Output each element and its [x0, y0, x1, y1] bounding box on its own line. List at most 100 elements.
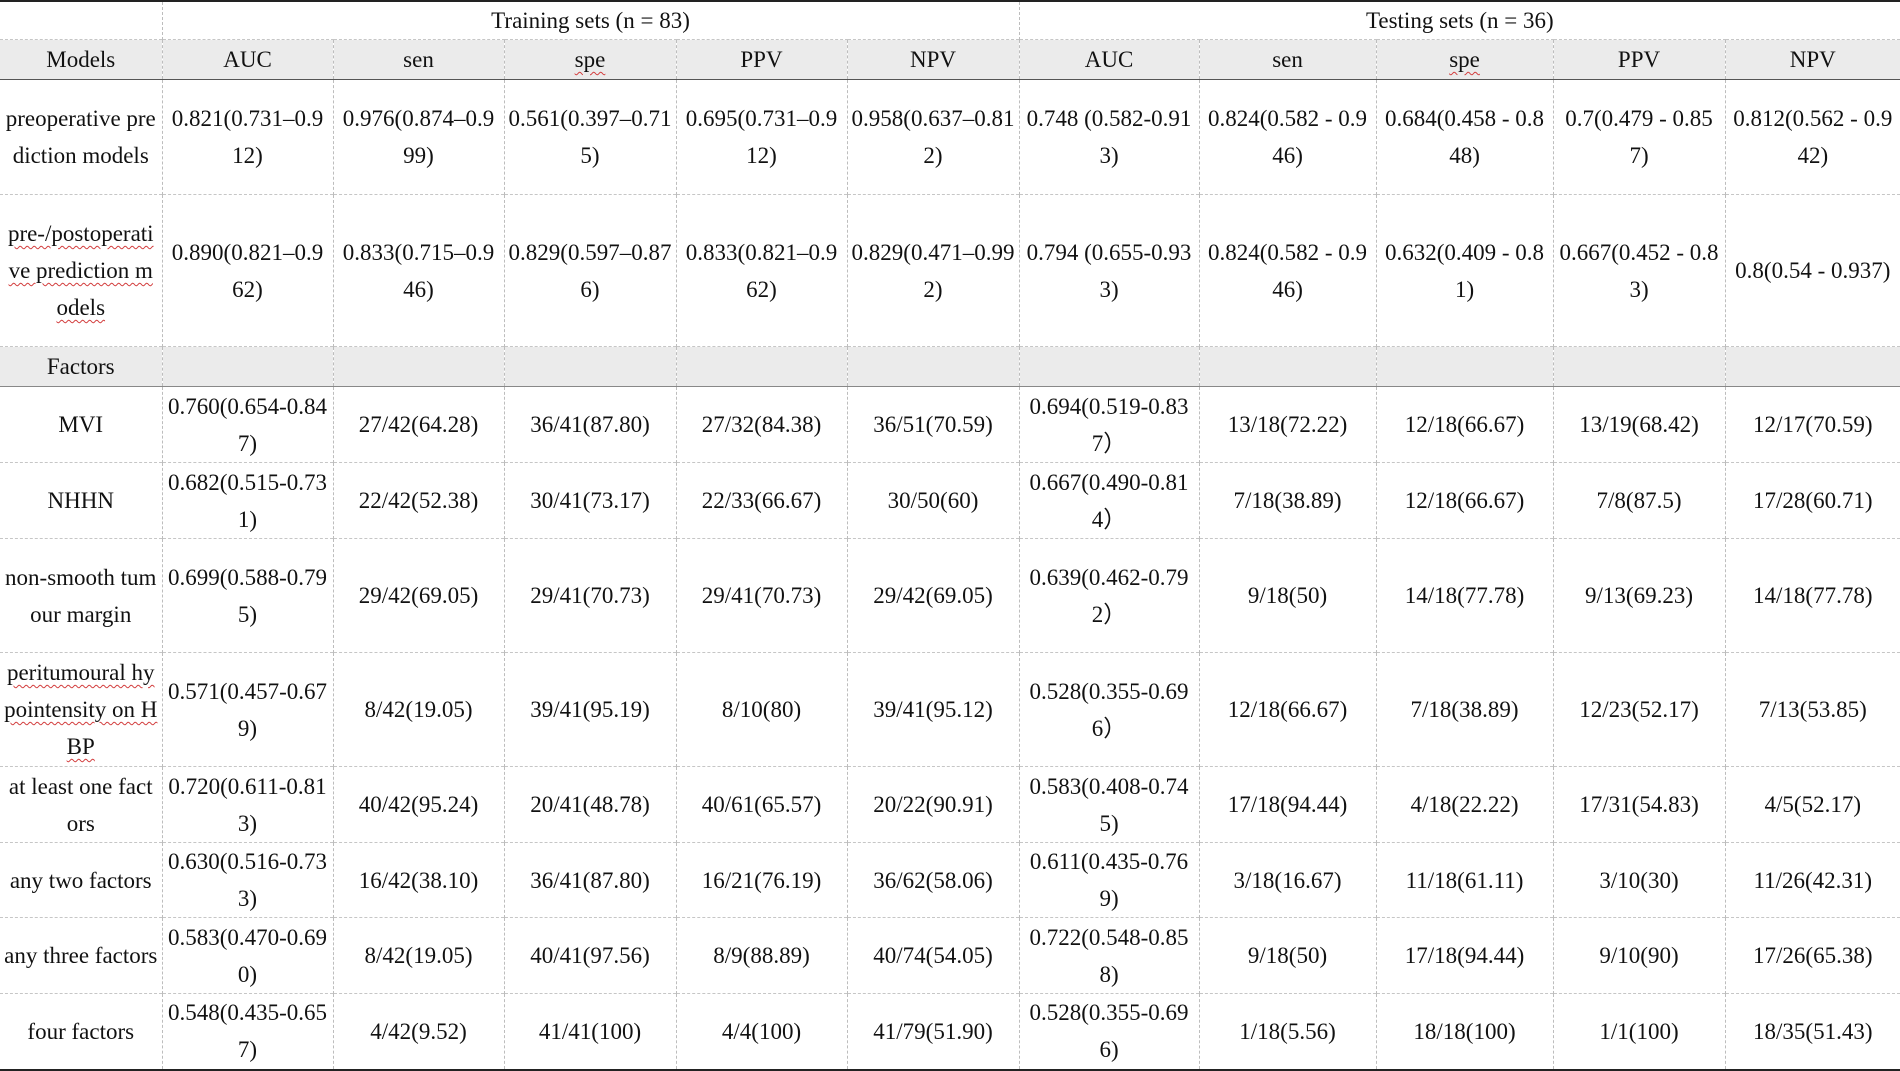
table-cell: 8/42(19.05): [332, 917, 504, 994]
testing-group-header: Testing sets (n = 36): [1018, 0, 1900, 40]
column-header-train-spe: spe: [503, 39, 676, 80]
row-label: pre-/postoperative prediction models: [0, 194, 162, 347]
table-row: NHHN 0.682(0.515-0.731) 22/42(52.38) 30/…: [0, 462, 1900, 539]
table-cell: 16/21(76.19): [675, 842, 847, 918]
row-label-text: peritumoural hypointensity on HBP: [4, 660, 158, 759]
table-cell: 39/41(95.12): [846, 652, 1020, 767]
table-cell: 0.682(0.515-0.731): [161, 462, 333, 539]
table-cell: 17/28(60.71): [1724, 462, 1900, 539]
row-label: non-smooth tumour margin: [0, 538, 162, 653]
table-cell: 18/35(51.43): [1724, 993, 1900, 1071]
table-cell: 4/5(52.17): [1724, 766, 1900, 843]
table-cell: 20/41(48.78): [503, 766, 676, 843]
column-header-row: Models AUC sen spe PPV NPV AUC sen spe P…: [0, 39, 1900, 80]
table-cell: 0.699(0.588-0.795): [161, 538, 333, 653]
table-cell: 0.824(0.582 - 0.946): [1198, 194, 1377, 347]
table-cell: 0.632(0.409 - 0.81): [1375, 194, 1554, 347]
table-cell: 16/42(38.10): [332, 842, 504, 918]
table-cell: 29/41(70.73): [503, 538, 676, 653]
table-cell: 36/41(87.80): [503, 842, 676, 918]
table-cell: 7/18(38.89): [1375, 652, 1554, 767]
group-header-row: Training sets (n = 83) Testing sets (n =…: [0, 0, 1900, 40]
table-cell: 1/1(100): [1552, 993, 1726, 1071]
table-row: preoperative prediction models 0.821(0.7…: [0, 79, 1900, 195]
column-header-train-ppv: PPV: [675, 39, 847, 80]
table-cell: 40/41(97.56): [503, 917, 676, 994]
column-header-label: spe: [574, 47, 606, 72]
table-cell: 41/79(51.90): [846, 993, 1020, 1071]
table-cell: 0.829(0.597–0.876): [503, 194, 676, 347]
table-cell: 0.684(0.458 - 0.848): [1375, 79, 1554, 195]
table-cell: 4/4(100): [675, 993, 847, 1071]
table-cell: 29/42(69.05): [332, 538, 504, 653]
table-cell: 0.824(0.582 - 0.946): [1198, 79, 1377, 195]
column-header-test-sen: sen: [1198, 39, 1377, 80]
table-cell: 17/18(94.44): [1198, 766, 1377, 843]
table-cell: 9/10(90): [1552, 917, 1726, 994]
table-cell: 0.890(0.821–0.962): [161, 194, 333, 347]
table-cell: 0.8(0.54 - 0.937): [1724, 194, 1900, 347]
row-label: preoperative prediction models: [0, 79, 162, 195]
table-cell: 40/74(54.05): [846, 917, 1020, 994]
table-cell: 3/10(30): [1552, 842, 1726, 918]
table-cell: 0.611(0.435-0.769): [1018, 842, 1200, 918]
table-cell: 12/17(70.59): [1724, 386, 1900, 463]
row-label: MVI: [0, 386, 162, 463]
table-cell: 0.694(0.519-0.837）: [1018, 386, 1200, 463]
table-cell: 13/18(72.22): [1198, 386, 1377, 463]
table-cell: 18/18(100): [1375, 993, 1554, 1071]
table-cell: 41/41(100): [503, 993, 676, 1071]
training-group-header: Training sets (n = 83): [161, 0, 1020, 40]
table-row: pre-/postoperative prediction models 0.8…: [0, 194, 1900, 347]
table-cell: 0.829(0.471–0.992): [846, 194, 1020, 347]
row-label-text: pre-/postoperative prediction models: [7, 221, 154, 320]
table-cell: 0.720(0.611-0.813): [161, 766, 333, 843]
row-label: at least one factors: [0, 766, 162, 843]
column-header-models: Models: [0, 39, 162, 80]
table-cell: 0.695(0.731–0.912): [675, 79, 847, 195]
column-header-label: spe: [1449, 47, 1480, 72]
table-cell: 0.821(0.731–0.912): [161, 79, 333, 195]
row-label: NHHN: [0, 462, 162, 539]
table-cell: 0.760(0.654-0.847): [161, 386, 333, 463]
table-cell: 22/42(52.38): [332, 462, 504, 539]
table-cell: 8/9(88.89): [675, 917, 847, 994]
table-row: non-smooth tumour margin 0.699(0.588-0.7…: [0, 538, 1900, 653]
table-cell: 0.667(0.452 - 0.83): [1552, 194, 1726, 347]
table-cell: 40/42(95.24): [332, 766, 504, 843]
table-cell: 0.7(0.479 - 0.857): [1552, 79, 1726, 195]
table-cell: 30/41(73.17): [503, 462, 676, 539]
row-label: any three factors: [0, 917, 162, 994]
table-cell: 3/18(16.67): [1198, 842, 1377, 918]
table-cell: 36/51(70.59): [846, 386, 1020, 463]
table-cell: 27/42(64.28): [332, 386, 504, 463]
table-cell: 0.794 (0.655-0.933): [1018, 194, 1200, 347]
column-header-test-spe: spe: [1375, 39, 1554, 80]
table-row: any two factors 0.630(0.516-0.733) 16/42…: [0, 842, 1900, 918]
table-cell: 0.561(0.397–0.715): [503, 79, 676, 195]
row-label: peritumoural hypointensity on HBP: [0, 652, 162, 767]
table-cell: 0.833(0.715–0.946): [332, 194, 504, 347]
table-row: four factors 0.548(0.435-0.657) 4/42(9.5…: [0, 993, 1900, 1071]
column-header-train-npv: NPV: [846, 39, 1020, 80]
table-cell: 22/33(66.67): [675, 462, 847, 539]
table-cell: 0.667(0.490-0.814）: [1018, 462, 1200, 539]
table-cell: 0.583(0.408-0.745): [1018, 766, 1200, 843]
table-row: MVI 0.760(0.654-0.847) 27/42(64.28) 36/4…: [0, 386, 1900, 463]
row-label: any two factors: [0, 842, 162, 918]
table-cell: 17/31(54.83): [1552, 766, 1726, 843]
table-cell: 12/18(66.67): [1198, 652, 1377, 767]
table-cell: 12/23(52.17): [1552, 652, 1726, 767]
table-cell: 4/42(9.52): [332, 993, 504, 1071]
table-cell: 0.630(0.516-0.733): [161, 842, 333, 918]
table-cell: 14/18(77.78): [1724, 538, 1900, 653]
table-cell: 4/18(22.22): [1375, 766, 1554, 843]
table-cell: 13/19(68.42): [1552, 386, 1726, 463]
table-cell: 0.548(0.435-0.657): [161, 993, 333, 1071]
table-cell: 1/18(5.56): [1198, 993, 1377, 1071]
factors-section-label: Factors: [0, 346, 162, 387]
table-cell: 9/18(50): [1198, 917, 1377, 994]
column-header-train-sen: sen: [332, 39, 504, 80]
table-cell: 0.833(0.821–0.962): [675, 194, 847, 347]
